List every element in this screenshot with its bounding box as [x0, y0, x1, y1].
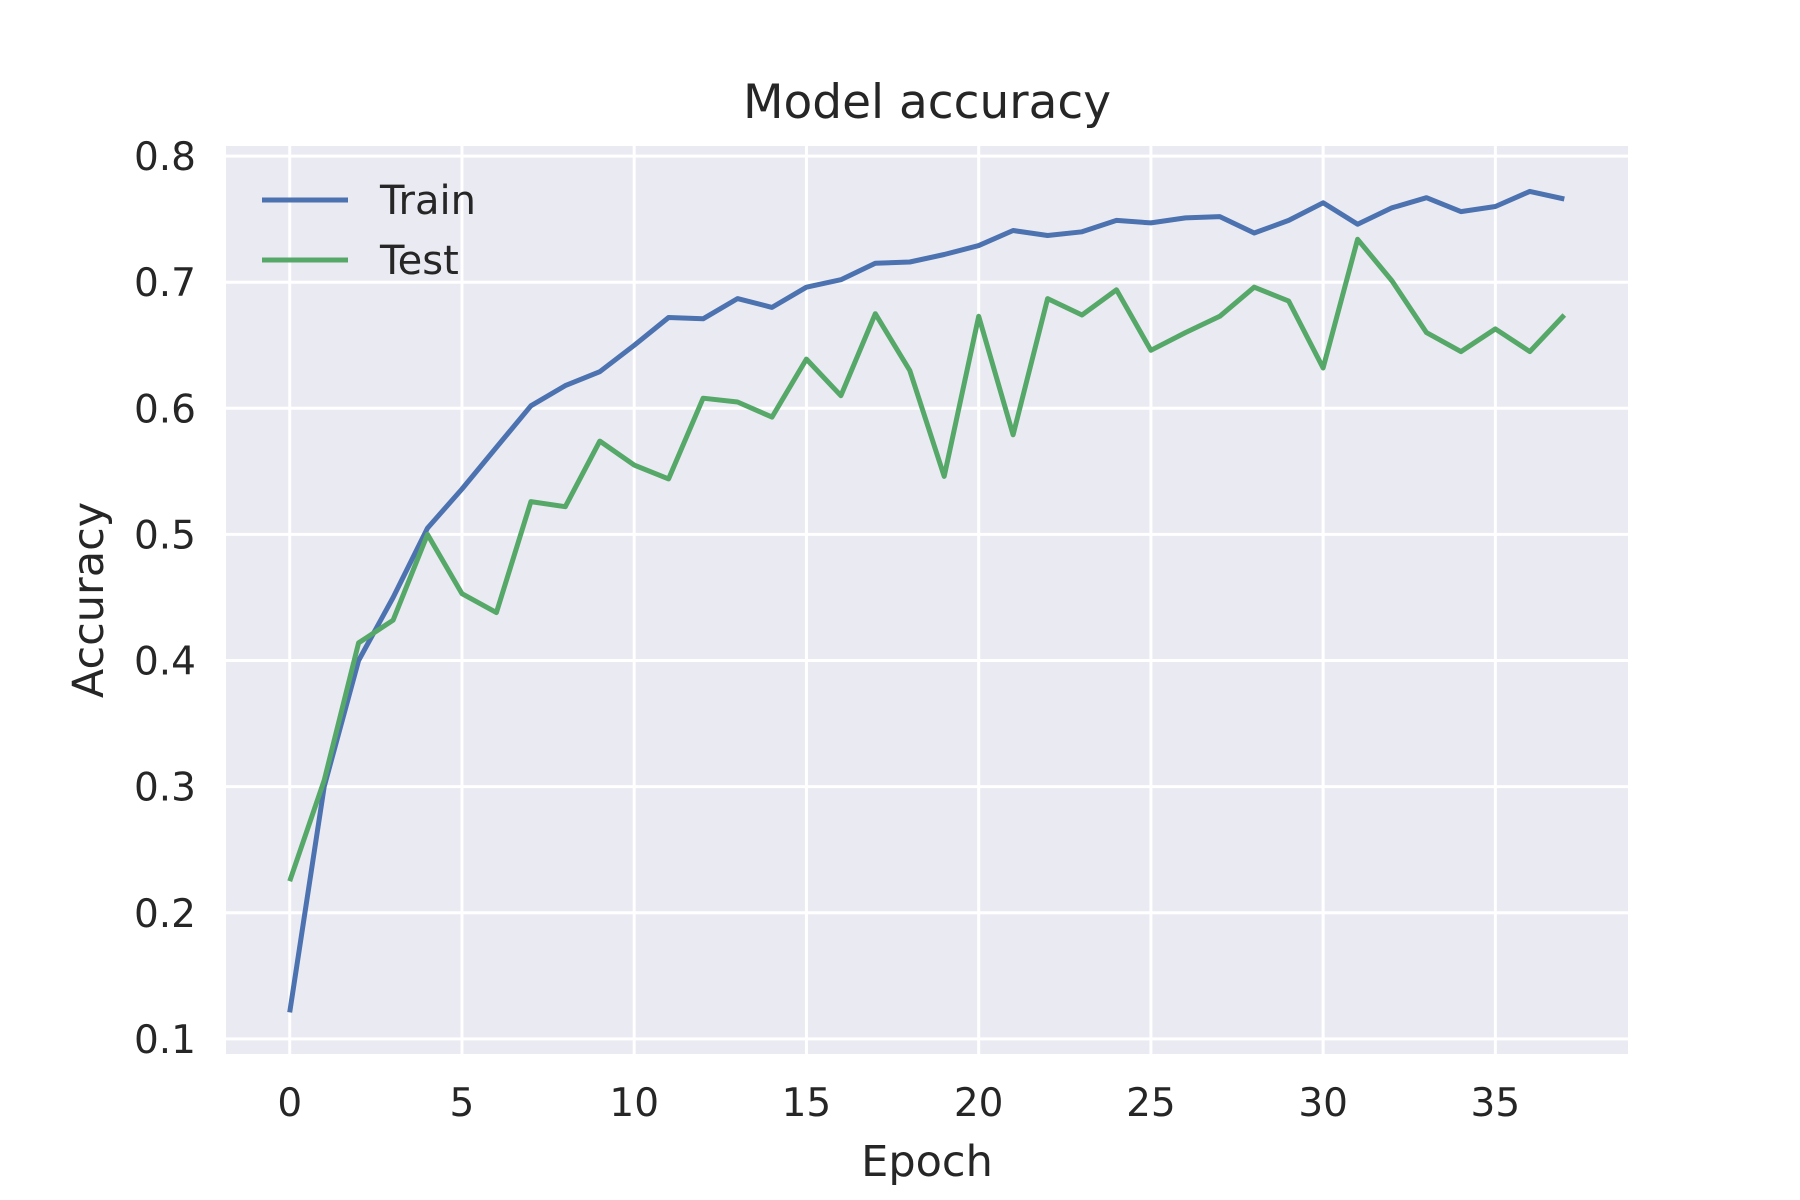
- x-axis-label: Epoch: [861, 1137, 993, 1187]
- y-tick-label: 0.6: [134, 387, 196, 432]
- x-tick-labels: 0 5 10 15 20 25 30 35: [277, 1081, 1520, 1126]
- x-tick-label: 15: [782, 1081, 832, 1126]
- x-tick-label: 10: [609, 1081, 659, 1126]
- x-tick-label: 25: [1126, 1081, 1176, 1126]
- y-tick-label: 0.7: [134, 261, 196, 306]
- x-tick-label: 0: [277, 1081, 302, 1126]
- x-tick-label: 20: [954, 1081, 1004, 1126]
- series-lines: [287, 188, 1567, 1013]
- legend-label-test: Test: [379, 238, 459, 284]
- y-tick-label: 0.3: [134, 766, 196, 811]
- y-tick-label: 0.8: [134, 135, 196, 180]
- series-line-test: [287, 236, 1567, 883]
- series-line-train: [287, 188, 1565, 1013]
- y-tick-label: 0.5: [134, 513, 196, 558]
- y-axis-label: Accuracy: [64, 502, 114, 698]
- y-tick-label: 0.2: [134, 892, 196, 937]
- y-tick-label: 0.1: [134, 1018, 196, 1063]
- plot-background: [226, 146, 1628, 1054]
- chart-title: Model accuracy: [743, 75, 1111, 130]
- legend: Train Test: [262, 178, 476, 284]
- legend-label-train: Train: [379, 178, 476, 224]
- y-tick-labels: 0.1 0.2 0.3 0.4 0.5 0.6 0.7 0.8: [134, 135, 196, 1063]
- x-tick-label: 35: [1471, 1081, 1521, 1126]
- x-tick-label: 5: [450, 1081, 475, 1126]
- y-tick-label: 0.4: [134, 640, 196, 685]
- grid-lines: [226, 146, 1628, 1054]
- x-tick-label: 30: [1298, 1081, 1348, 1126]
